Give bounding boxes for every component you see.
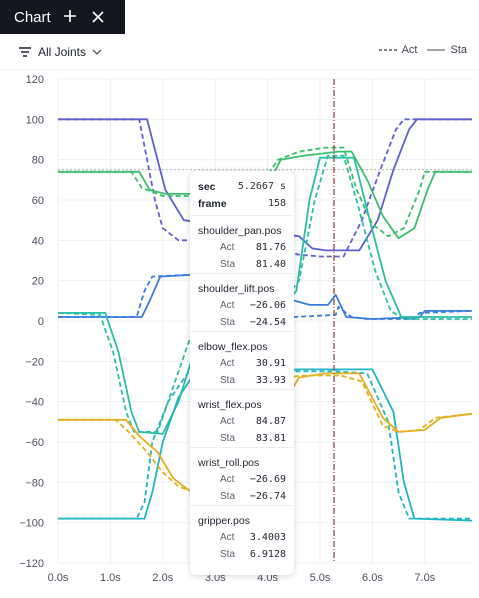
plus-icon[interactable] <box>60 5 80 27</box>
tooltip-sta-label: Sta <box>220 375 236 386</box>
tooltip-joint-name: shoulder_lift.pos <box>198 283 275 295</box>
tooltip-frame-label: frame <box>198 198 227 210</box>
tooltip-separator <box>190 447 294 448</box>
tooltip-sec-row: sec 5.2667 s <box>198 181 286 193</box>
y-tick-label: 60 <box>32 195 44 207</box>
joint-filter-dropdown[interactable]: All Joints <box>18 42 102 62</box>
tooltip-sta-value: 33.93 <box>255 375 286 386</box>
tooltip-separator <box>190 505 294 506</box>
series-line-elbow-flex-act <box>57 154 472 433</box>
tooltip-frame-row: frame 158 <box>198 198 286 210</box>
tooltip-sta-value: −24.54 <box>249 317 286 328</box>
tooltip-act-value: −26.69 <box>249 474 286 485</box>
tooltip-frame-value: 158 <box>267 198 286 209</box>
tooltip-sta-value: 81.40 <box>255 259 286 270</box>
tooltip-separator <box>190 389 294 390</box>
x-tick-label: 3.0s <box>205 572 226 584</box>
tooltip-joint-name: wrist_roll.pos <box>198 457 260 469</box>
tooltip-joint-name: elbow_flex.pos <box>198 341 268 353</box>
tooltip-joint-name: wrist_flex.pos <box>198 399 262 411</box>
series-line-wrist-flex-sta <box>58 150 472 240</box>
tooltip-sta-value: 6.9128 <box>249 549 286 560</box>
tooltip-separator <box>190 215 294 216</box>
tab-bar: Chart <box>0 0 479 34</box>
tooltip-act-label: Act <box>220 242 235 253</box>
tooltip-sta-value: −26.74 <box>249 491 286 502</box>
close-icon[interactable] <box>88 6 108 28</box>
tooltip-act-value: 84.87 <box>255 416 286 427</box>
filter-icon <box>19 47 31 57</box>
tooltip-separator <box>190 273 294 274</box>
series-line-shoulder-pan-sta <box>58 118 472 252</box>
chevron-down-icon <box>92 49 102 55</box>
chart-toolbar: All Joints Act Sta <box>0 34 479 70</box>
tooltip-act-label: Act <box>220 474 235 485</box>
tooltip-joint-name: gripper.pos <box>198 515 250 527</box>
y-tick-label: −120 <box>19 558 44 570</box>
y-tick-label: 0 <box>38 316 44 328</box>
tooltip-sta-label: Sta <box>220 433 236 444</box>
tab-chart[interactable]: Chart <box>0 0 125 34</box>
y-tick-label: −80 <box>25 477 44 489</box>
x-tick-label: 6.0s <box>362 572 383 584</box>
chart-legend: Act Sta <box>369 44 467 56</box>
joint-filter-label: All Joints <box>38 45 87 59</box>
x-tick-label: 4.0s <box>257 572 278 584</box>
tooltip-act-label: Act <box>220 358 235 369</box>
tooltip-joint-name: shoulder_pan.pos <box>198 225 282 237</box>
y-tick-label: −40 <box>25 397 44 409</box>
tooltip-act-label: Act <box>220 416 235 427</box>
tooltip-sta-value: 83.81 <box>255 433 286 444</box>
tooltip-act-label: Act <box>220 532 235 543</box>
legend-sta[interactable]: Sta <box>427 44 467 56</box>
y-tick-label: 120 <box>26 74 44 86</box>
y-tick-label: −20 <box>25 356 44 368</box>
tooltip-sta-label: Sta <box>220 491 236 502</box>
x-tick-label: 7.0s <box>414 572 435 584</box>
legend-act[interactable]: Act <box>378 44 418 56</box>
tooltip-sta-label: Sta <box>220 317 236 328</box>
y-tick-label: −100 <box>19 518 44 530</box>
tab-title: Chart <box>14 8 51 26</box>
x-tick-label: 5.0s <box>310 572 331 584</box>
series-line-gripper-sta <box>58 372 473 492</box>
legend-sta-label: Sta <box>450 44 467 56</box>
x-tick-label: 2.0s <box>152 572 173 584</box>
tooltip-act-value: 30.91 <box>255 358 286 369</box>
y-tick-label: 80 <box>32 155 44 167</box>
tooltip-sta-label: Sta <box>220 549 236 560</box>
tooltip-act-label: Act <box>220 300 235 311</box>
y-tick-label: 40 <box>32 235 44 247</box>
y-tick-label: −60 <box>25 437 44 449</box>
legend-act-label: Act <box>401 44 418 56</box>
series-line-shoulder-lift-act <box>58 273 473 320</box>
series-line-shoulder-pan-act <box>58 118 472 258</box>
dashed-line-icon <box>378 49 397 51</box>
tooltip-act-value: −26.06 <box>249 300 286 311</box>
tooltip-sec-value: 5.2667 s <box>237 181 286 192</box>
tooltip-act-value: 81.76 <box>255 242 286 253</box>
tooltip-separator <box>190 331 294 332</box>
hover-tooltip: sec 5.2667 s frame 158 shoulder_pan.pos A… <box>190 171 294 575</box>
x-tick-label: 0.0s <box>48 572 69 584</box>
tooltip-sec-label: sec <box>198 181 216 193</box>
series-line-wrist-flex-act <box>58 146 472 238</box>
tooltip-sta-label: Sta <box>220 259 236 270</box>
x-tick-label: 1.0s <box>100 572 121 584</box>
tooltip-act-value: 3.4003 <box>249 532 286 543</box>
y-tick-label: 100 <box>26 114 44 126</box>
y-tick-label: 20 <box>32 276 44 288</box>
solid-line-icon <box>427 49 446 51</box>
